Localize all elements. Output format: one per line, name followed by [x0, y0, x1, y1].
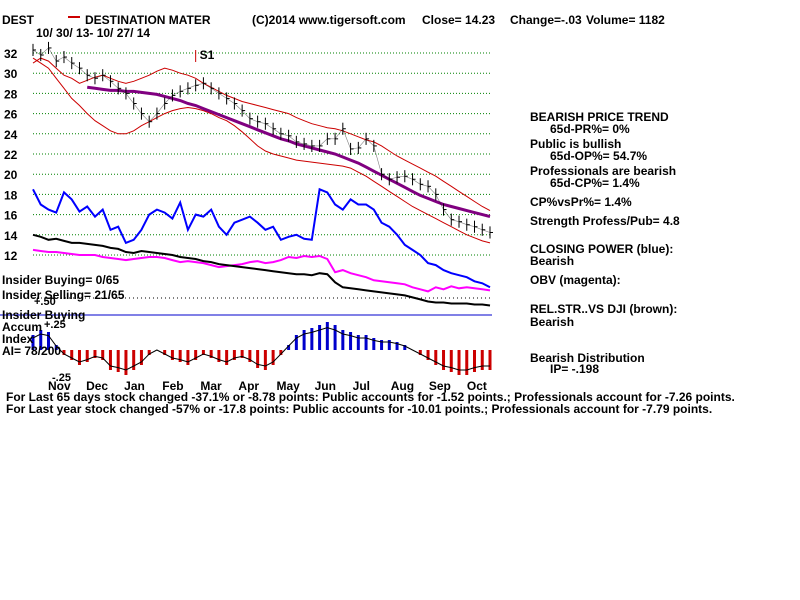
y-tick-14: 14	[4, 229, 18, 243]
month-label-mar: Mar	[200, 379, 222, 393]
lower-band-line	[32, 57, 491, 244]
cp-value: 65d-CP%= 1.4%	[550, 176, 640, 190]
accum-plus25: +.25	[44, 319, 66, 331]
month-label-jun: Jun	[315, 379, 336, 393]
relstr-status: Bearish	[530, 315, 575, 329]
ai-label: AI= 78/200	[2, 344, 62, 358]
volume: Volume= 1182	[586, 13, 665, 27]
month-label-may: May	[277, 379, 301, 393]
index-label: Index	[2, 332, 34, 346]
price-gridlines	[33, 52, 490, 256]
month-label-nov: Nov	[48, 379, 71, 393]
relstr-label: REL.STR..VS DJI (brown):	[530, 302, 678, 316]
y-tick-28: 28	[4, 87, 18, 101]
copyright: (C)2014 www.tigersoft.com	[252, 13, 406, 27]
month-label-dec: Dec	[86, 379, 108, 393]
insider-buying-label-2: Insider Buying	[2, 308, 86, 322]
pr-value: 65d-PR%= 0%	[550, 122, 630, 136]
obv-line	[32, 248, 491, 293]
month-label-jul: Jul	[353, 379, 370, 393]
moving-average-line	[87, 85, 491, 219]
ticker-line-swatch	[68, 16, 80, 18]
month-label-jan: Jan	[124, 379, 145, 393]
insider-selling-label: Insider Selling= 21/65	[2, 288, 125, 302]
y-tick-12: 12	[4, 249, 18, 263]
footer-line-65d: For Last 65 days stock changed -37.1% or…	[6, 390, 735, 404]
month-label-feb: Feb	[162, 379, 183, 393]
y-tick-20: 20	[4, 168, 18, 182]
y-tick-24: 24	[4, 128, 18, 142]
date-range: 10/ 30/ 13- 10/ 27/ 14	[36, 26, 151, 40]
price-change: Change=-.03	[510, 13, 582, 27]
y-tick-30: 30	[4, 67, 18, 81]
obv-label: OBV (magenta):	[530, 273, 621, 287]
price-axis: 32 30 28 26 24 22 20 18 16 14 12	[4, 47, 18, 263]
accum-label: Accum	[2, 320, 43, 334]
chart-series	[31, 41, 493, 375]
price-close-line	[32, 47, 491, 233]
ip-value: IP= -.198	[550, 362, 600, 376]
signal-s1-label: S1	[200, 48, 215, 62]
month-label-oct: Oct	[467, 379, 487, 393]
y-tick-22: 22	[4, 148, 18, 162]
y-tick-26: 26	[4, 108, 18, 122]
y-tick-18: 18	[4, 188, 18, 202]
month-label-aug: Aug	[391, 379, 414, 393]
month-label-sep: Sep	[429, 379, 451, 393]
month-label-apr: Apr	[238, 379, 259, 393]
relative-strength-line	[32, 233, 491, 307]
company-name: DESTINATION MATER	[85, 13, 211, 27]
distribution-label: Bearish Distribution	[530, 351, 645, 365]
professionals-status: Professionals are bearish	[530, 164, 677, 178]
y-tick-16: 16	[4, 209, 18, 223]
accum-minus25: -.25	[52, 372, 71, 384]
accum-plus50: +.50	[34, 296, 56, 308]
insider-buying-label: Insider Buying= 0/65	[2, 273, 120, 287]
strength-ratio: Strength Profess/Pub= 4.8	[530, 214, 680, 228]
op-value: 65d-OP%= 54.7%	[550, 149, 648, 163]
close-price: Close= 14.23	[422, 13, 496, 27]
trend-title: BEARISH PRICE TREND	[530, 110, 669, 124]
accum-ma-line	[32, 327, 490, 371]
y-tick-32: 32	[4, 47, 18, 61]
cp-vs-pr: CP%vsPr%= 1.4%	[530, 195, 632, 209]
month-axis: Nov Dec Jan Feb Mar Apr May Jun Jul Aug Sep Oct	[48, 379, 487, 393]
closing-power-status: Bearish	[530, 254, 575, 268]
closing-power-line	[32, 187, 491, 289]
footer-line-year: For Last year stock changed -57% or -17.…	[6, 402, 713, 416]
public-status: Public is bullish	[530, 137, 622, 151]
upper-band-line	[32, 57, 491, 212]
closing-power-label: CLOSING POWER (blue):	[530, 242, 674, 256]
ticker-symbol: DEST	[2, 13, 35, 27]
